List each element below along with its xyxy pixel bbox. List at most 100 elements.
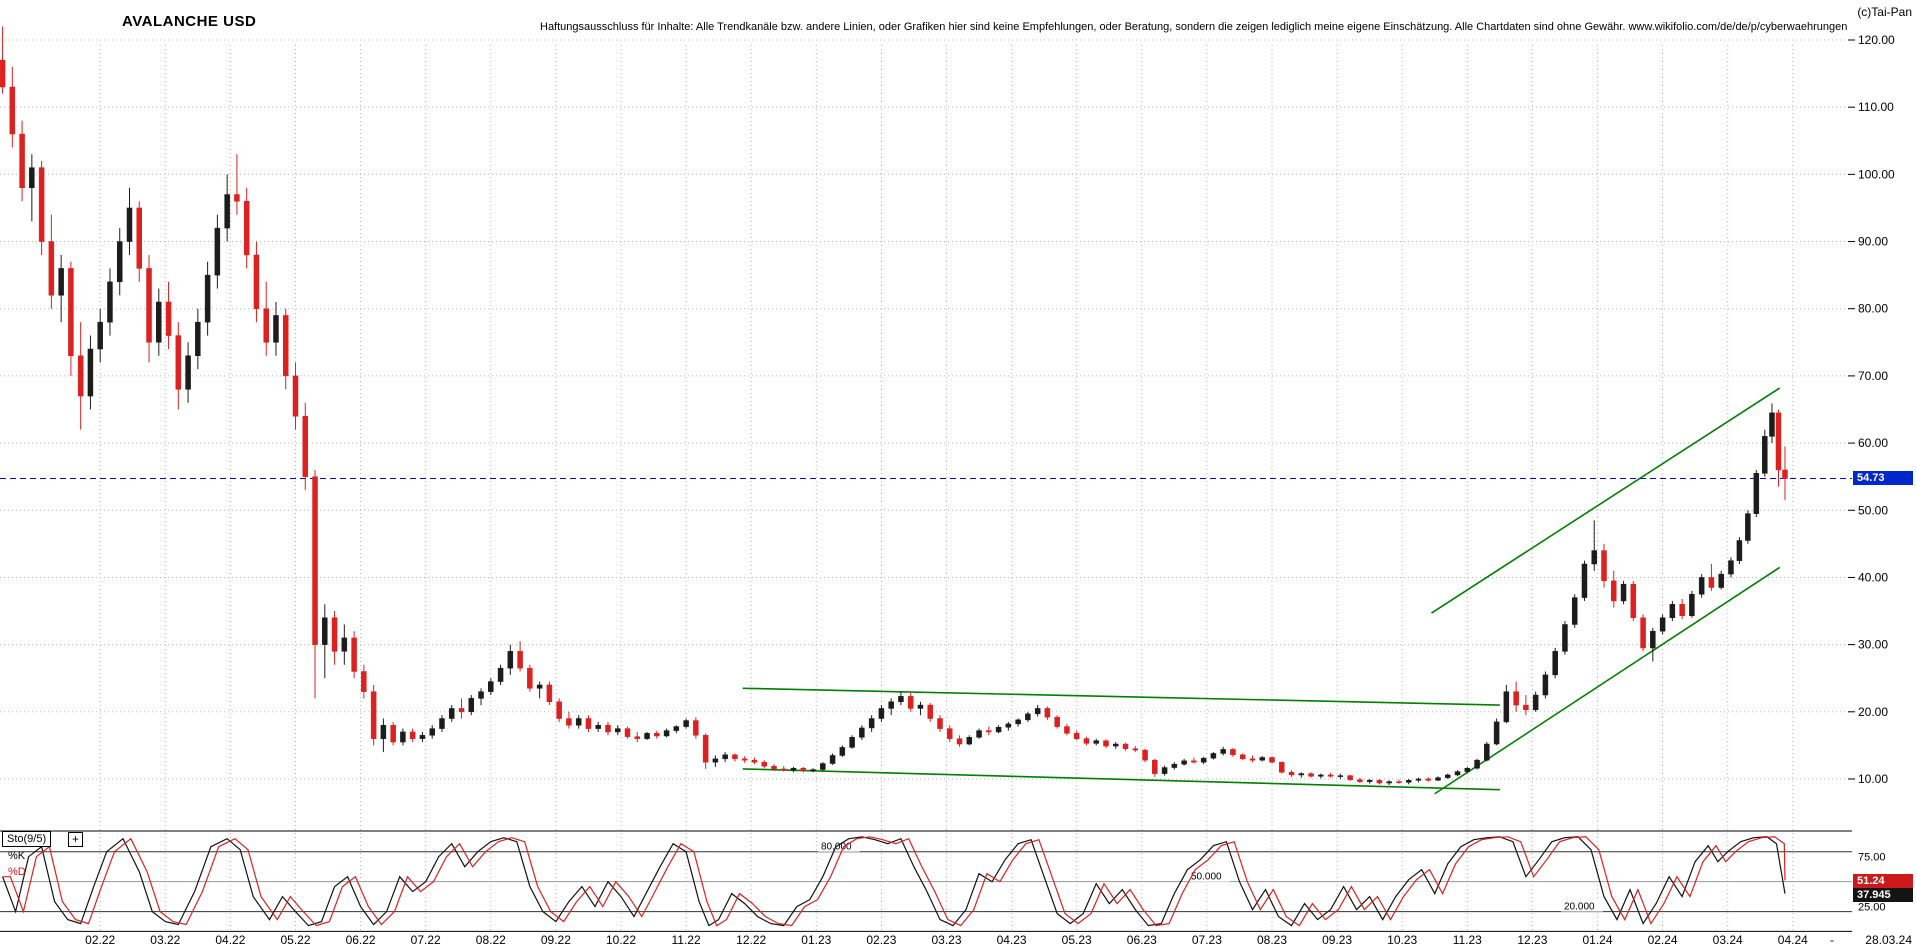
candle-down bbox=[781, 768, 787, 771]
candlesticks bbox=[0, 26, 1788, 786]
candle-up bbox=[1464, 767, 1471, 772]
date-axis-label: 08.23 bbox=[1257, 933, 1287, 947]
candle-up bbox=[1689, 593, 1695, 616]
candle-down bbox=[136, 207, 143, 269]
candle-down bbox=[527, 667, 533, 689]
candle-up bbox=[1259, 757, 1265, 761]
candle-up bbox=[185, 355, 191, 390]
candle-up bbox=[1445, 774, 1451, 778]
price-axis-label: 110.00 bbox=[1858, 100, 1894, 114]
candle-down bbox=[312, 476, 318, 645]
candle-up bbox=[1552, 651, 1558, 676]
candle-down bbox=[175, 335, 182, 390]
last-date-label: 28.03.24 bbox=[1865, 933, 1912, 947]
date-axis-label: 09.23 bbox=[1322, 933, 1352, 947]
candle-up bbox=[888, 701, 894, 709]
candle-up bbox=[1220, 749, 1226, 754]
date-axis-label: 07.22 bbox=[411, 933, 441, 947]
add-indicator-button[interactable]: + bbox=[68, 832, 83, 847]
trend-line bbox=[742, 687, 1500, 706]
date-axis-label: 05.23 bbox=[1062, 933, 1092, 947]
candle-up bbox=[663, 730, 670, 737]
date-axis-label: 08.22 bbox=[476, 933, 506, 947]
date-axis-label: 09.22 bbox=[541, 933, 571, 947]
axis-labels: 120.00 110.00 100.00 90.00 80.00 70.00 60.00 50… bbox=[85, 33, 1912, 947]
plus-icon: + bbox=[71, 832, 79, 846]
candle-up bbox=[1591, 550, 1597, 565]
candle-down bbox=[761, 761, 767, 767]
date-axis-label: 04.24 bbox=[1778, 933, 1808, 947]
candle-down bbox=[1054, 716, 1060, 727]
candle-down bbox=[1347, 775, 1353, 780]
date-axis-label: 05.22 bbox=[280, 933, 310, 947]
candle-down bbox=[1708, 577, 1715, 588]
candle-down bbox=[947, 728, 953, 739]
candle-up bbox=[478, 691, 484, 699]
date-axis-label: 01.23 bbox=[801, 933, 831, 947]
candle-up bbox=[1415, 778, 1422, 781]
candle-down bbox=[1249, 758, 1256, 761]
date-axis-label: 02.23 bbox=[866, 933, 896, 947]
candle-up bbox=[849, 737, 855, 748]
candle-up bbox=[1532, 694, 1539, 711]
candle-up bbox=[1093, 740, 1099, 744]
candle-up bbox=[1745, 513, 1751, 541]
candle-down bbox=[937, 718, 943, 729]
candle-down bbox=[1513, 691, 1519, 706]
candle-down bbox=[1523, 704, 1529, 711]
candle-up bbox=[1542, 674, 1549, 696]
stoch-d-line bbox=[2, 836, 1786, 927]
candle-down bbox=[38, 167, 45, 242]
chart-title: AVALANCHE USD bbox=[122, 13, 257, 30]
candle-up bbox=[58, 268, 64, 296]
candle-up bbox=[1454, 771, 1461, 776]
candle-up bbox=[439, 718, 445, 729]
candle-up bbox=[204, 274, 211, 323]
candle-down bbox=[351, 637, 357, 672]
trend-line bbox=[1434, 566, 1781, 795]
stoch-d-value-tag: 51.24 bbox=[1853, 874, 1913, 888]
date-axis-label: 06.22 bbox=[346, 933, 376, 947]
candle-down bbox=[1288, 772, 1295, 776]
candle-down bbox=[605, 724, 611, 733]
candle-down bbox=[331, 617, 338, 652]
candle-up bbox=[156, 301, 162, 343]
candle-up bbox=[595, 724, 601, 729]
candle-down bbox=[1775, 412, 1782, 471]
candle-down bbox=[1425, 778, 1431, 781]
candle-up bbox=[468, 698, 475, 713]
date-axis-label: 07.23 bbox=[1192, 933, 1222, 947]
candle-up bbox=[712, 758, 719, 763]
candle-up bbox=[1337, 775, 1344, 777]
candle-up bbox=[126, 207, 133, 242]
candle-down bbox=[146, 268, 152, 343]
price-axis-label: 20.00 bbox=[1858, 705, 1888, 719]
trend-lines bbox=[742, 387, 1781, 795]
candle-up bbox=[1034, 708, 1041, 715]
candle-down bbox=[751, 759, 758, 763]
candle-up bbox=[1698, 577, 1705, 595]
candle-up bbox=[1015, 719, 1021, 725]
candle-down bbox=[1327, 774, 1334, 777]
candle-up bbox=[1484, 743, 1490, 761]
candle-down bbox=[1230, 749, 1236, 756]
indicator-label-box[interactable]: Sto(9/5) bbox=[2, 831, 52, 847]
current-price-tag: 54.73 bbox=[1853, 471, 1913, 485]
candle-up bbox=[429, 728, 435, 736]
candle-up bbox=[722, 754, 728, 760]
candle-down bbox=[732, 754, 738, 760]
candle-up bbox=[1210, 753, 1217, 759]
candle-down bbox=[1630, 583, 1637, 618]
date-axis-label: 10.22 bbox=[606, 933, 636, 947]
date-axis-label: 10.23 bbox=[1387, 933, 1417, 947]
candle-up bbox=[1318, 774, 1324, 777]
candle-up bbox=[1571, 597, 1578, 625]
date-axis-label: 03.24 bbox=[1713, 933, 1743, 947]
candle-up bbox=[868, 718, 875, 729]
candle-up bbox=[839, 747, 846, 756]
candle-down bbox=[1279, 761, 1285, 773]
candle-down bbox=[1191, 760, 1197, 763]
indicator-label: Sto(9/5) bbox=[7, 833, 47, 845]
